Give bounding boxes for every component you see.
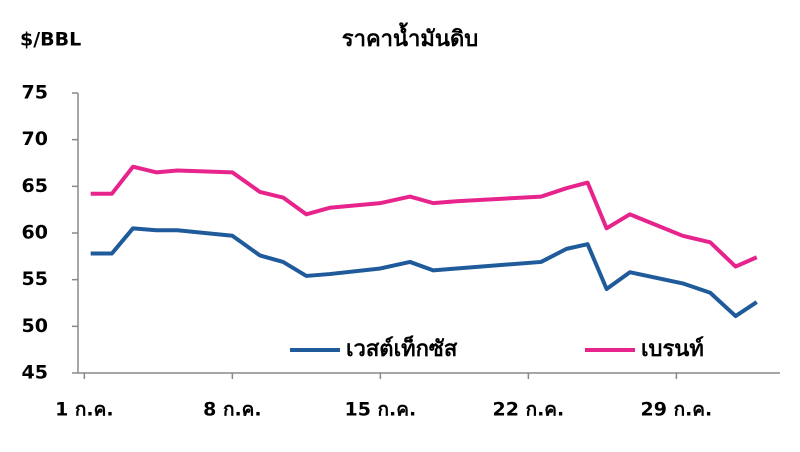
y-tick-label: 70 — [22, 128, 48, 150]
y-tick-label: 50 — [22, 315, 48, 337]
y-tick-label: 45 — [22, 362, 48, 384]
y-tick-label: 65 — [22, 175, 48, 197]
x-tick-label: 15 ก.ค. — [345, 399, 417, 421]
x-tick-label: 1 ก.ค. — [55, 399, 113, 421]
y-tick-label: 55 — [22, 268, 48, 290]
y-tick-label: 60 — [22, 222, 48, 244]
line-series — [90, 226, 758, 319]
x-tick-label: 22 ก.ค. — [493, 399, 565, 421]
chart-title: ราคาน้ำมันดิบ — [342, 22, 478, 52]
y-tick-label: 75 — [22, 82, 48, 104]
legend-label: เวสต์เท็กซัส — [346, 334, 458, 362]
y-axis-label: $/BBL — [20, 29, 81, 51]
x-tick-label: 8 ก.ค. — [203, 399, 261, 421]
line-series — [90, 164, 758, 269]
x-tick-label: 29 ก.ค. — [641, 399, 713, 421]
legend-label: เบรนท์ — [641, 336, 704, 362]
